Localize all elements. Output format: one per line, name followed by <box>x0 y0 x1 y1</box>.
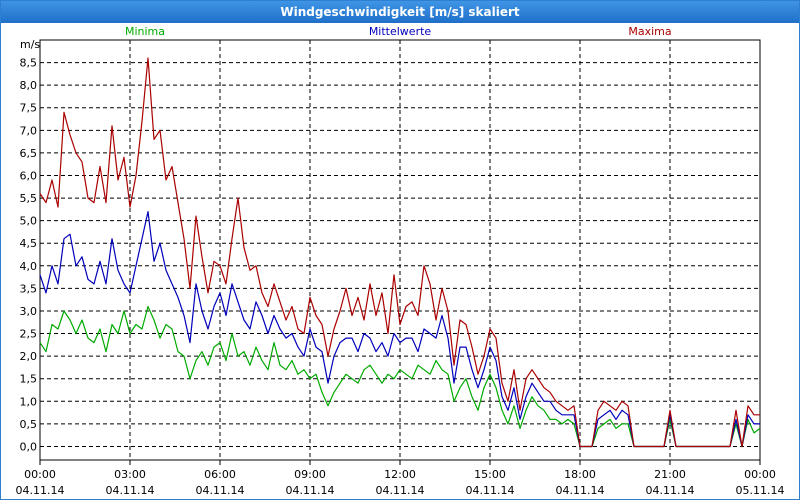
x-tick-time: 12:00 <box>384 468 416 481</box>
x-tick-date: 04.11.14 <box>466 484 515 497</box>
legend: Minima Mittelwerte Maxima <box>125 25 672 38</box>
y-tick-label: 2,5 <box>20 328 38 341</box>
y-tick-label: 5,5 <box>20 192 38 205</box>
y-tick-label: 1,0 <box>20 395 38 408</box>
x-axis-ticks: 00:00 04.11.14 03:00 04.11.14 06:00 04.11.14 0… <box>16 460 785 497</box>
y-tick-label: 3,5 <box>20 282 38 295</box>
y-axis-label: m/s <box>20 38 40 51</box>
x-tick-time: 09:00 <box>294 468 326 481</box>
x-tick-time: 03:00 <box>114 468 146 481</box>
x-tick-date: 04.11.14 <box>646 484 695 497</box>
x-tick-date: 04.11.14 <box>196 484 245 497</box>
y-tick-label: 7,5 <box>20 102 38 115</box>
x-tick-date: 04.11.14 <box>556 484 605 497</box>
y-tick-label: 0,0 <box>20 440 38 453</box>
y-tick-label: 0,5 <box>20 418 38 431</box>
x-tick-time: 18:00 <box>564 468 596 481</box>
x-tick-date: 04.11.14 <box>16 484 65 497</box>
y-tick-label: 6,5 <box>20 147 38 160</box>
x-tick-time: 00:00 <box>24 468 56 481</box>
x-tick-date: 04.11.14 <box>376 484 425 497</box>
grid-lines <box>40 40 760 460</box>
x-tick-time: 00:00 <box>744 468 776 481</box>
x-tick-time: 21:00 <box>654 468 686 481</box>
y-tick-label: 8,0 <box>20 79 38 92</box>
y-tick-label: 4,5 <box>20 237 38 250</box>
x-tick-date: 04.11.14 <box>286 484 335 497</box>
y-tick-label: 1,5 <box>20 373 38 386</box>
y-tick-label: 6,0 <box>20 169 38 182</box>
window-title: Windgeschwindigkeit [m/s] skaliert <box>1 1 799 23</box>
y-tick-label: 3,0 <box>20 305 38 318</box>
legend-maxima: Maxima <box>628 25 671 38</box>
x-tick-time: 06:00 <box>204 468 236 481</box>
legend-minima: Minima <box>125 25 165 38</box>
x-tick-time: 15:00 <box>474 468 506 481</box>
y-tick-label: 8,5 <box>20 57 38 70</box>
y-axis-ticks: 0,0 0,5 1,0 1,5 2,0 2,5 3,0 3,5 4,0 4,5 5,0 5,5 6,0 6… <box>20 57 38 454</box>
series-line-maxima <box>39 57 760 448</box>
y-tick-label: 7,0 <box>20 124 38 137</box>
x-tick-date: 04.11.14 <box>106 484 155 497</box>
legend-mittelwerte: Mittelwerte <box>369 25 432 38</box>
y-tick-label: 4,0 <box>20 260 38 273</box>
y-tick-label: 2,0 <box>20 350 38 363</box>
y-tick-label: 5,0 <box>20 215 38 228</box>
x-tick-date: 05.11.14 <box>736 484 785 497</box>
series-lines <box>39 57 761 448</box>
